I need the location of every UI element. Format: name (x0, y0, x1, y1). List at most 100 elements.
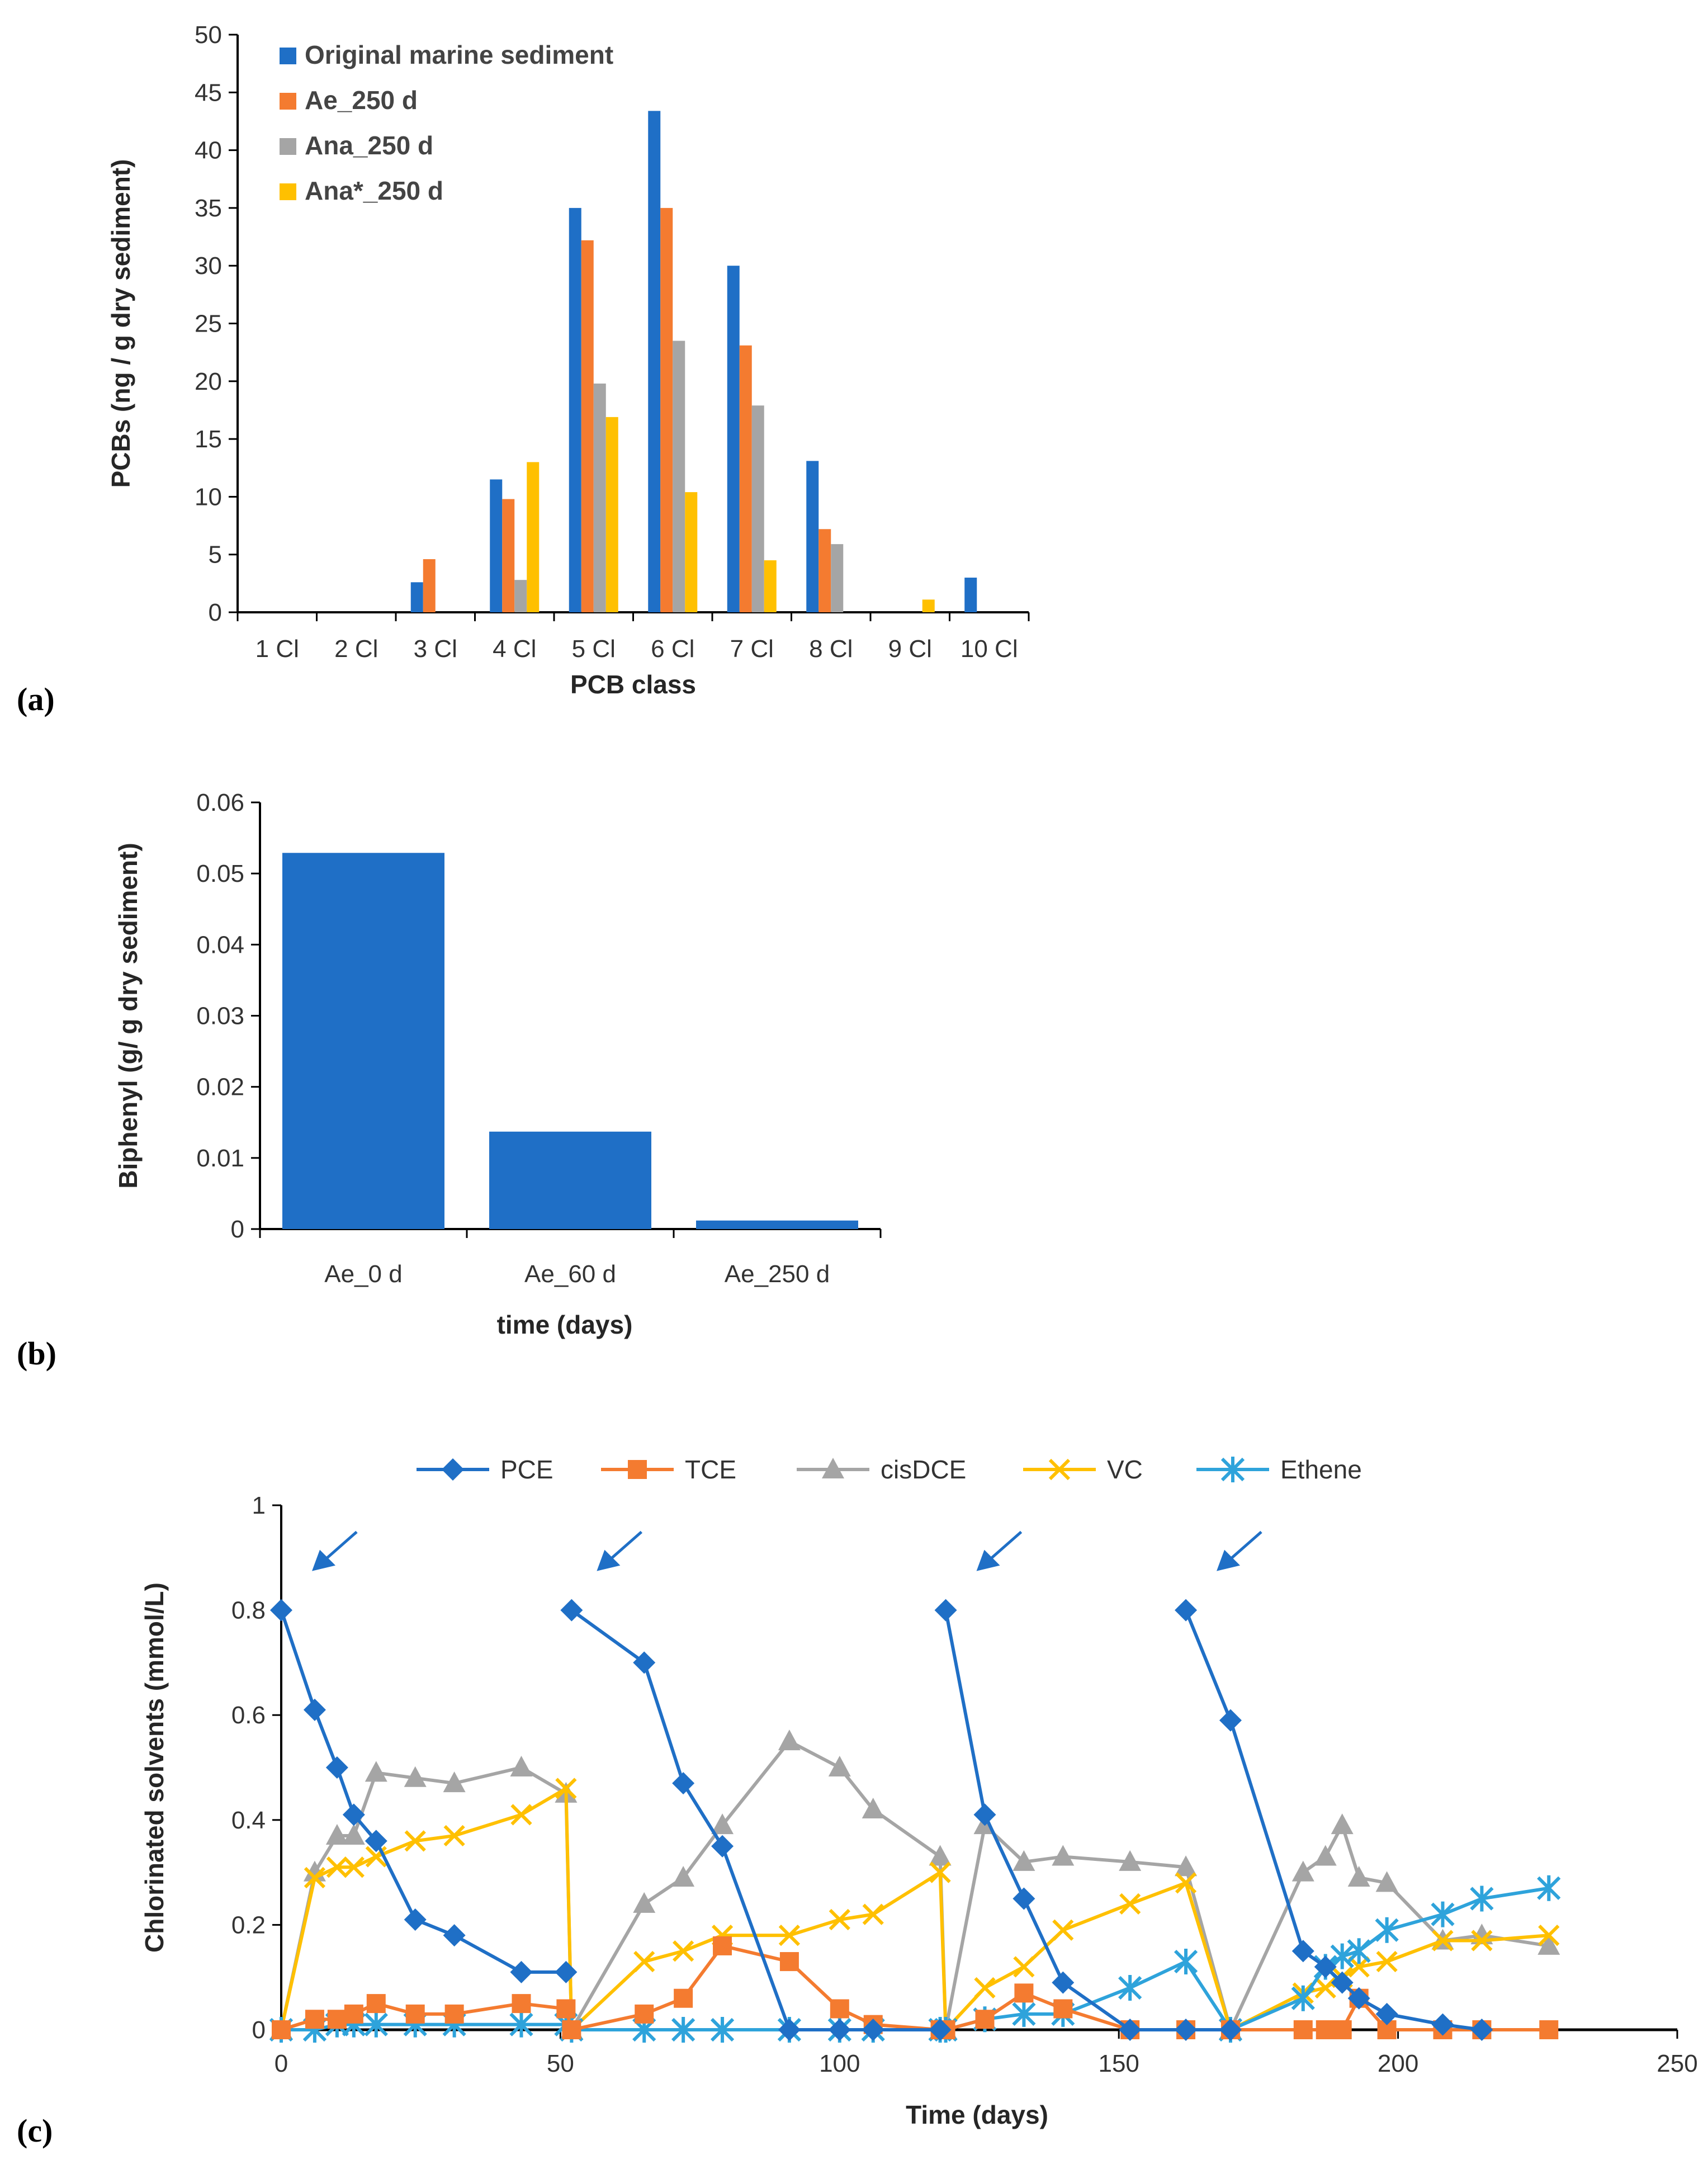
data-point (633, 1651, 656, 1674)
y-tick-label: 0.03 (196, 1003, 244, 1030)
legend-swatch (280, 93, 296, 110)
data-point (674, 1988, 693, 2008)
data-point (1119, 1850, 1142, 1871)
data-point (1331, 1971, 1354, 1994)
y-tick-label: 40 (195, 137, 222, 164)
y-tick-label: 10 (195, 483, 222, 511)
legend-label: cisDCE (881, 1455, 966, 1484)
data-point (327, 2010, 347, 2029)
data-point (1053, 1999, 1073, 2019)
x-axis-title: Time (days) (906, 2100, 1048, 2129)
x-tick-label: 2 Cl (334, 635, 378, 663)
data-point (1119, 1893, 1141, 1915)
bar (502, 499, 515, 612)
x-tick-label: Ae_250 d (725, 1260, 830, 1288)
data-point (1314, 1977, 1336, 1999)
data-point (1537, 1875, 1561, 1901)
bar (751, 405, 764, 612)
legend-label: TCE (685, 1455, 736, 1484)
data-point (1048, 1458, 1071, 1481)
arrow-head (312, 1549, 335, 1571)
y-tick-label: 0 (231, 1216, 244, 1243)
legend-label: Ae_250 d (305, 86, 418, 115)
legend-label: Original marine sediment (305, 40, 613, 69)
panel-label-c: (c) (17, 2113, 53, 2149)
y-tick-label: 0.6 (231, 1702, 266, 1729)
y-tick-label: 0 (209, 599, 222, 626)
data-point (862, 2019, 884, 2041)
x-tick-label: 200 (1378, 2050, 1418, 2077)
legend-label: VC (1107, 1455, 1143, 1484)
data-point (342, 1823, 365, 1845)
x-tick-label: 8 Cl (809, 635, 853, 663)
data-point (974, 1977, 996, 1999)
x-tick-label: 3 Cl (414, 635, 457, 663)
data-point (828, 2019, 851, 2041)
data-point (1470, 2019, 1493, 2041)
bar (490, 479, 503, 612)
x-tick-label: 100 (819, 2050, 860, 2077)
x-tick-label: 0 (275, 2050, 288, 2077)
bar (727, 266, 740, 612)
data-point (1219, 1709, 1242, 1732)
data-point (1175, 2019, 1198, 2041)
data-point (934, 1599, 957, 1622)
arrow-head (597, 1549, 621, 1571)
data-point (830, 1999, 849, 2019)
data-point (862, 1903, 884, 1925)
data-point (1538, 1925, 1560, 1946)
legend-label: Ethene (1280, 1455, 1362, 1484)
data-point (779, 1952, 799, 1972)
data-point (510, 1804, 532, 1826)
data-point (1347, 1865, 1370, 1887)
data-point (1375, 2002, 1398, 2025)
data-point (405, 2004, 425, 2024)
y-axis-title: Chlorinated solvents (mmol/L) (140, 1582, 169, 1953)
data-point (1175, 1599, 1198, 1622)
data-point (1291, 1860, 1314, 1882)
data-point (344, 2004, 363, 2024)
data-point (1052, 1919, 1074, 1941)
data-point (829, 1908, 850, 1931)
y-tick-label: 5 (209, 541, 222, 569)
panel-b-bar-chart: 0 0.01 0.02 0.03 0.04 0.05 0.06 Ae_0 d Ae_60 d Ae… (17, 789, 882, 1372)
data-point (364, 2011, 388, 2038)
legend-swatch (280, 48, 296, 64)
data-point (1331, 1813, 1354, 1835)
y-tick-label: 20 (195, 368, 222, 395)
data-point (365, 1761, 387, 1782)
legend-label: PCE (500, 1455, 553, 1484)
data-point (1375, 1871, 1398, 1892)
bar (660, 207, 673, 612)
y-tick-label: 0.04 (196, 931, 244, 958)
bar (527, 462, 540, 612)
data-point (1314, 1955, 1337, 1978)
data-point (1539, 2020, 1559, 2039)
y-tick-label: 0.4 (231, 1807, 266, 1834)
bar (489, 1131, 651, 1229)
data-point (1293, 2020, 1313, 2039)
data-point (711, 1835, 734, 1858)
data-point (1013, 1956, 1035, 1978)
data-point (672, 1865, 695, 1887)
y-tick-label: 0.05 (196, 860, 244, 887)
bar (831, 544, 844, 612)
data-point (711, 1813, 734, 1835)
data-point (1431, 2013, 1454, 2036)
data-point (1013, 1887, 1035, 1910)
bar (673, 341, 685, 612)
data-point (342, 1803, 365, 1826)
x-tick-label: 250 (1657, 2050, 1697, 2077)
data-point (778, 2019, 801, 2041)
y-tick-label: 50 (195, 21, 222, 49)
legend-label: Ana*_250 d (305, 176, 443, 205)
data-point (1431, 1901, 1455, 1927)
bar (806, 461, 819, 612)
data-point (672, 1772, 695, 1795)
data-point (404, 1830, 426, 1852)
bar (964, 578, 977, 612)
data-point (1219, 2019, 1242, 2041)
data-point (929, 2019, 952, 2041)
y-tick-label: 0.8 (231, 1597, 266, 1624)
data-point (560, 1599, 583, 1622)
